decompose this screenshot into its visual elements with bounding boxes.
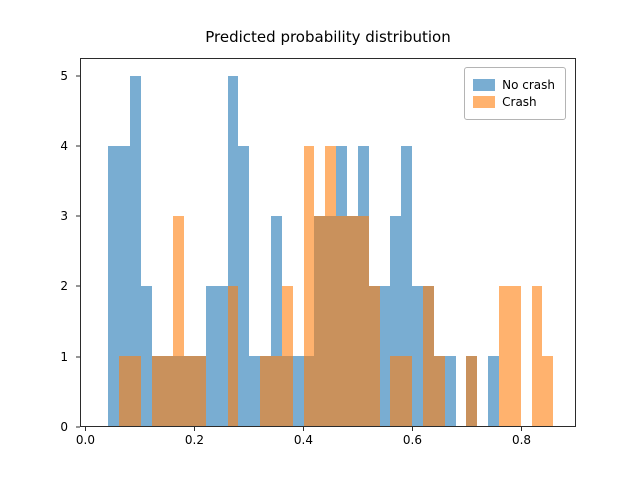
y-tick-label: 3 (60, 209, 68, 224)
histogram-bar (412, 286, 423, 426)
histogram-bar (281, 286, 293, 426)
plot-area: No crash Crash (80, 58, 576, 427)
y-tick-mark (76, 426, 80, 428)
histogram-bar (119, 356, 130, 426)
histogram-bar (303, 146, 315, 426)
histogram-bar (129, 76, 141, 426)
histogram-bar (271, 216, 282, 426)
y-tick-mark (76, 75, 80, 77)
x-tick-mark (521, 427, 523, 431)
y-tick-label: 2 (60, 279, 68, 294)
y-tick-label: 4 (60, 138, 68, 153)
chart-title: Predicted probability distribution (205, 28, 451, 46)
histogram-bar (205, 286, 217, 426)
x-tick-mark (412, 427, 414, 431)
histogram-bar (390, 356, 402, 426)
histogram-bar (227, 286, 239, 426)
x-tick-mark (85, 427, 87, 431)
histogram-bar (260, 356, 271, 426)
histogram-bar (314, 216, 326, 426)
bars-layer (81, 59, 575, 426)
histogram-bar (390, 216, 402, 426)
histogram-bar (151, 356, 163, 426)
legend-item: No crash (473, 78, 555, 92)
histogram-bar (227, 76, 239, 426)
legend-swatch (473, 79, 496, 91)
histogram-bar (444, 356, 456, 426)
histogram-bar (357, 216, 369, 426)
histogram-bar (499, 286, 510, 426)
histogram-bar (173, 216, 185, 426)
histogram-bar (195, 356, 206, 426)
histogram-bar (347, 216, 358, 426)
legend-swatch (473, 96, 496, 108)
histogram-bar (368, 286, 380, 426)
histogram-bar (531, 286, 543, 426)
y-axis-ticks: 0 1 2 3 4 5 (0, 58, 80, 434)
legend-label: No crash (502, 78, 555, 92)
histogram-bar (292, 356, 304, 426)
histogram-bar (488, 356, 499, 426)
histogram-bar (216, 286, 228, 426)
x-tick-mark (303, 427, 305, 431)
histogram-bar (249, 356, 261, 426)
x-tick-mark (194, 427, 196, 431)
histogram-bar (238, 146, 250, 426)
histogram-bar (325, 146, 337, 426)
histogram-bar (140, 286, 152, 426)
histogram-bar (433, 356, 445, 426)
histogram-bar (401, 356, 413, 426)
histogram-bar (336, 216, 347, 426)
histogram-bar (542, 356, 554, 426)
histogram-bar (271, 356, 282, 426)
histogram-bar (129, 356, 141, 426)
y-tick-mark (76, 285, 80, 287)
histogram-bar (509, 286, 521, 426)
histogram-bar (119, 146, 130, 426)
x-tick-label: 0.2 (184, 433, 204, 447)
x-axis-tick-labels: 0.0 0.2 0.4 0.6 0.8 (76, 433, 576, 449)
histogram-bar (162, 356, 174, 426)
histogram-bar (466, 356, 478, 426)
x-tick-label: 0.4 (293, 433, 314, 447)
histogram-bar (184, 356, 195, 426)
y-tick-label: 0 (60, 420, 68, 434)
y-tick-mark (76, 145, 80, 147)
y-tick-mark (76, 356, 80, 358)
x-tick-label: 0.0 (75, 433, 95, 447)
x-tick-label: 0.8 (511, 433, 532, 447)
legend-item: Crash (473, 95, 555, 109)
x-axis-tick-marks (80, 427, 576, 433)
y-tick-label: 1 (60, 349, 68, 364)
histogram-bar (379, 286, 391, 426)
legend-label: Crash (502, 95, 537, 109)
x-tick-label: 0.6 (402, 433, 423, 447)
histogram-bar (108, 146, 119, 426)
histogram-bar (423, 286, 434, 426)
y-tick-mark (76, 215, 80, 217)
y-tick-label: 5 (60, 68, 68, 83)
legend: No crash Crash (464, 67, 566, 120)
histogram-bar (401, 146, 413, 426)
